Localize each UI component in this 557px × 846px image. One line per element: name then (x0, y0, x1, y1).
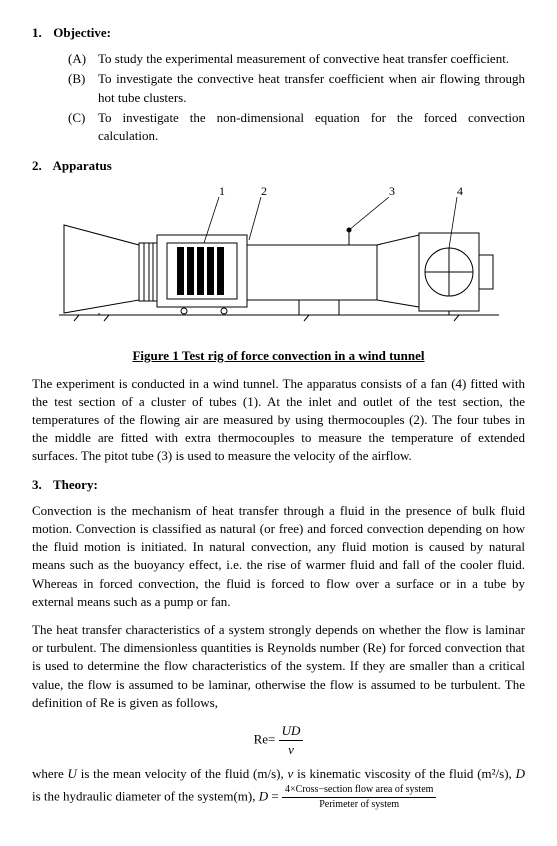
item-letter: (B) (68, 70, 98, 106)
eq-lhs: Re= (254, 732, 276, 747)
list-item: (B) To investigate the convective heat t… (68, 70, 525, 106)
item-letter: (A) (68, 50, 98, 68)
apparatus-paragraph: The experiment is conducted in a wind tu… (32, 375, 525, 466)
var-D: D (516, 766, 525, 781)
eq-denominator: v (279, 741, 304, 759)
section-3-heading: 3. Theory: (32, 476, 525, 494)
section-1-title: Objective: (53, 25, 111, 40)
reynolds-equation: Re= UD v (32, 722, 525, 759)
figure-wrap: 1 2 3 4 (32, 185, 525, 340)
section-3-num: 3. (32, 476, 50, 494)
eq-fraction: UD v (279, 722, 304, 759)
fig-label-4: 4 (457, 185, 463, 198)
fig-label-2: 2 (261, 185, 267, 198)
figure-caption: Figure 1 Test rig of force convection in… (32, 347, 525, 365)
var-U: U (68, 766, 77, 781)
hydraulic-diameter-fraction: 4×Cross−section flow area of system Peri… (282, 783, 436, 812)
section-2-heading: 2. Apparatus (32, 157, 525, 175)
list-item: (C) To investigate the non-dimensional e… (68, 109, 525, 145)
frac2-denominator: Perimeter of system (282, 798, 436, 812)
section-3-title: Theory: (53, 477, 98, 492)
section-2-title: Apparatus (53, 158, 112, 173)
eq-numerator: UD (279, 722, 304, 741)
item-text: To investigate the convective heat trans… (98, 70, 525, 106)
section-1-heading: 1. Objective: (32, 24, 525, 42)
fig-label-1: 1 (219, 185, 225, 198)
var-D2: D (259, 789, 268, 804)
text: is the mean velocity of the fluid (m/s), (77, 766, 288, 781)
text: = (268, 789, 282, 804)
theory-paragraph-1: Convection is the mechanism of heat tran… (32, 502, 525, 611)
fig-label-3: 3 (389, 185, 395, 198)
text: is the hydraulic diameter of the system(… (32, 789, 259, 804)
where-paragraph: where U is the mean velocity of the flui… (32, 765, 525, 812)
section-2-num: 2. (32, 157, 50, 175)
section-1-num: 1. (32, 24, 50, 42)
item-text: To study the experimental measurement of… (98, 50, 525, 68)
theory-paragraph-2: The heat transfer characteristics of a s… (32, 621, 525, 712)
objective-list: (A) To study the experimental measuremen… (68, 50, 525, 145)
frac2-numerator: 4×Cross−section flow area of system (282, 783, 436, 798)
item-text: To investigate the non-dimensional equat… (98, 109, 525, 145)
text: is kinematic viscosity of the fluid (m²/… (293, 766, 515, 781)
text: where (32, 766, 68, 781)
list-item: (A) To study the experimental measuremen… (68, 50, 525, 68)
item-letter: (C) (68, 109, 98, 145)
wind-tunnel-diagram: 1 2 3 4 (49, 185, 509, 335)
